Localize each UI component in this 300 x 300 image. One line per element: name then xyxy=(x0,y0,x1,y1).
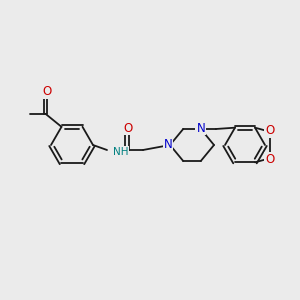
Text: NH: NH xyxy=(113,147,128,157)
Text: O: O xyxy=(266,124,274,137)
Text: O: O xyxy=(123,122,133,134)
Text: O: O xyxy=(266,153,274,166)
Text: N: N xyxy=(164,139,172,152)
Text: O: O xyxy=(42,85,51,98)
Text: N: N xyxy=(196,122,205,134)
